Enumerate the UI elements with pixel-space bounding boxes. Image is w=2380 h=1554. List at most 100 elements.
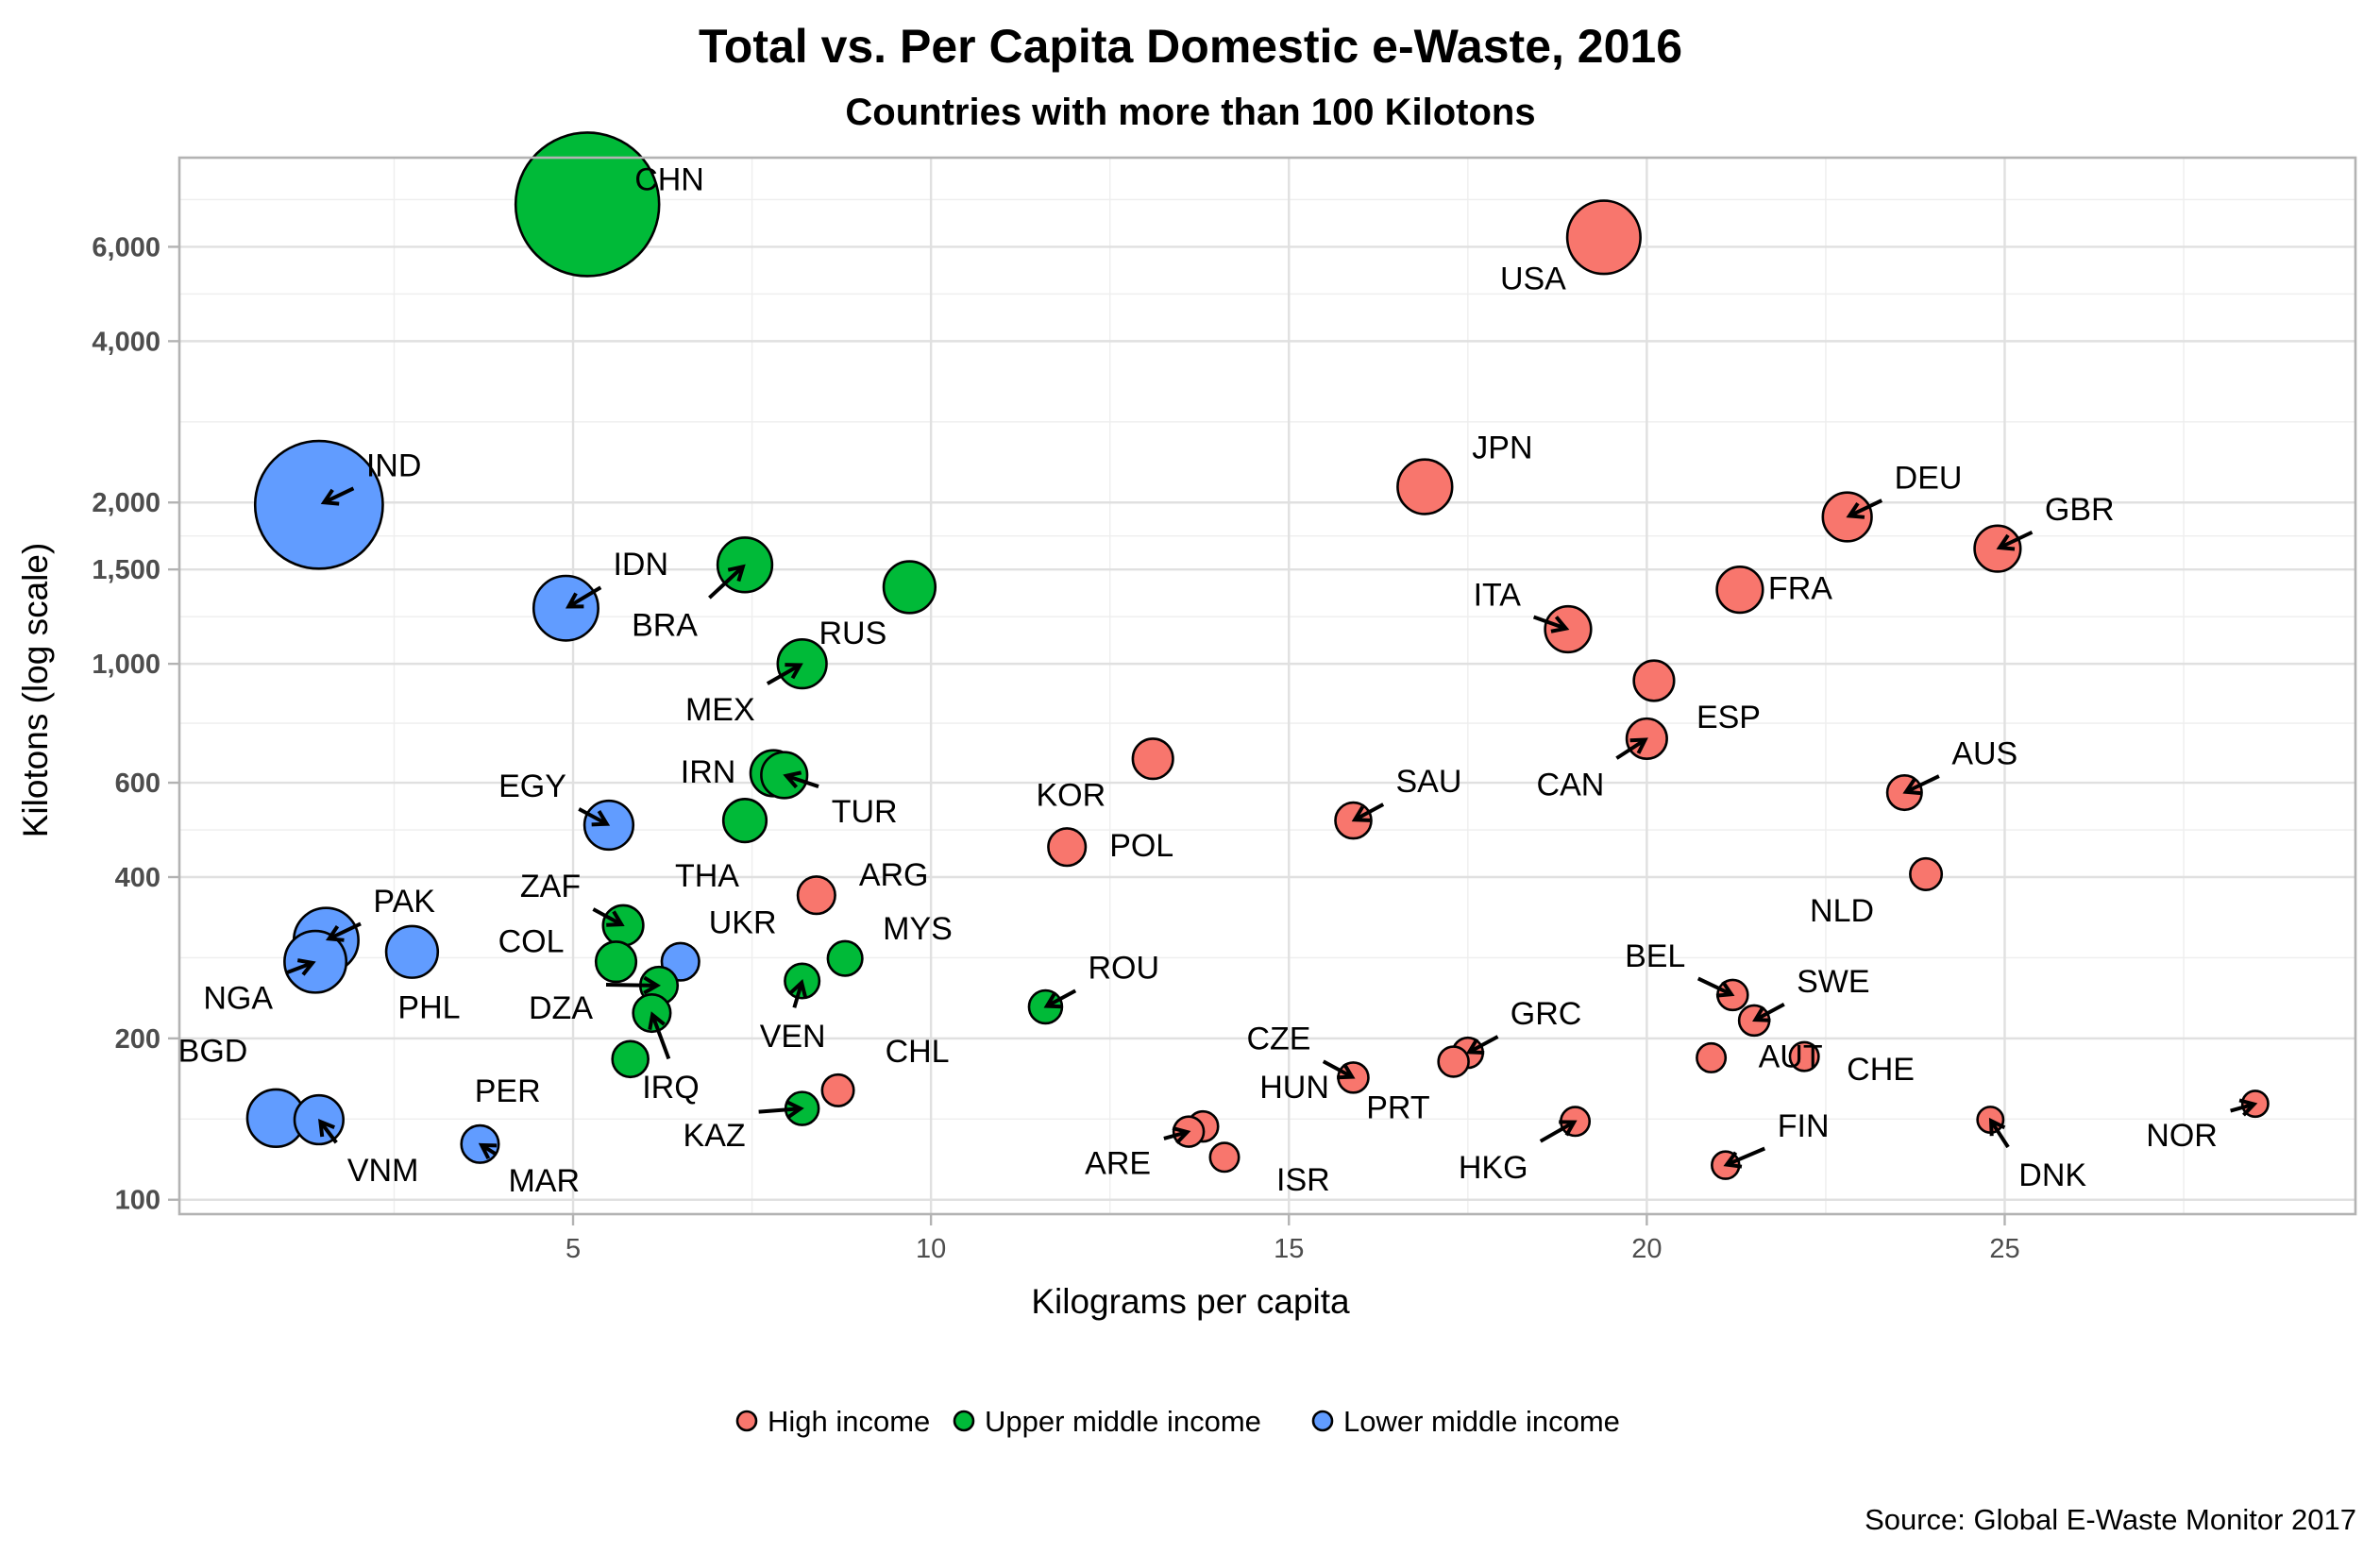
point-label-chn: CHN [634,161,704,197]
point-label-jpn: JPN [1472,431,1532,466]
leader-line-idn [567,585,602,609]
leader-line-mex [766,663,802,685]
point-label-rus: RUS [819,616,886,651]
x-tick-label: 5 [565,1234,581,1264]
point-label-mys: MYS [883,911,953,947]
legend-item: High income [735,1405,930,1438]
point-label-col: COL [498,924,565,960]
x-tick-label: 15 [1274,1234,1304,1264]
point-label-swe: SWE [1797,964,1869,1000]
bubble-pol[interactable] [1047,827,1088,868]
point-label-esp: ESP [1696,700,1761,735]
point-label-pol: POL [1109,828,1173,864]
point-label-are: ARE [1085,1146,1151,1182]
bubble-ind[interactable] [253,439,384,570]
point-label-tur: TUR [832,794,898,830]
point-label-isr: ISR [1276,1162,1330,1198]
point-label-tha: THA [675,858,739,894]
leader-line-fin [1726,1146,1766,1167]
legend-swatch [735,1410,758,1432]
point-label-grc: GRC [1511,996,1582,1032]
point-label-kaz: KAZ [684,1118,746,1154]
panel-border [177,156,2357,1216]
leader-line-egy [578,807,608,826]
bubble-aut[interactable] [1696,1041,1728,1073]
point-label-deu: DEU [1895,460,1963,496]
point-label-chl: CHL [886,1034,950,1070]
leader-line-dnk [1989,1120,2010,1149]
bubble-prt[interactable] [1437,1045,1470,1078]
bubble-arg[interactable] [796,875,836,916]
leader-line-are [1163,1130,1189,1140]
leader-line-rou [1046,988,1077,1008]
point-label-ven: VEN [760,1019,826,1055]
y-tick-label: 200 [115,1024,160,1055]
point-label-zaf: ZAF [520,869,581,904]
leader-line-irq [650,1014,671,1060]
arrowhead-icon [1465,1038,1485,1055]
bubble-isr[interactable] [1208,1141,1241,1174]
legend-item: Upper middle income [953,1405,1261,1438]
point-label-ind: IND [366,448,422,484]
chart-subtitle: Countries with more than 100 Kilotons [845,92,1535,133]
bubble-nld[interactable] [1909,856,1944,891]
y-tick-label: 400 [115,863,160,893]
bubble-fra[interactable] [1715,565,1764,615]
bubble-kor[interactable] [1131,737,1174,781]
leader-line-dza [605,982,658,988]
y-tick-label: 4,000 [92,327,160,357]
arrowhead-icon [1902,778,1922,796]
leader-line-gbr [1999,530,2034,549]
point-label-hun: HUN [1259,1070,1329,1106]
arrowhead-icon [2238,1098,2258,1117]
leader-line-cze [1322,1059,1354,1079]
arrowhead-icon [785,663,803,680]
arrowhead-icon [1337,1062,1356,1080]
arrowhead-icon [1752,1005,1771,1022]
point-label-rou: ROU [1088,950,1159,986]
point-label-bel: BEL [1625,938,1685,974]
bubble-phl[interactable] [384,924,440,979]
bubble-esp[interactable] [1632,659,1676,702]
bubble-chl[interactable] [820,1073,855,1107]
leader-line-bel [1696,976,1732,997]
point-label-pak: PAK [373,884,435,920]
bubble-usa[interactable] [1565,199,1642,276]
arrowhead-icon [325,924,345,942]
bubble-mys[interactable] [826,939,864,977]
leader-line-sau [1354,802,1385,821]
label-leaders [284,486,2258,1169]
point-label-mar: MAR [508,1163,580,1199]
legend-label: High income [768,1405,930,1438]
bubble-tha[interactable] [721,798,768,844]
arrowhead-icon [1043,991,1063,1009]
arrowhead-icon [783,770,802,789]
bubble-jpn[interactable] [1396,458,1454,515]
bubble-che[interactable] [1788,1040,1820,1073]
leader-line-pak [328,921,362,941]
bubble-per[interactable] [611,1039,650,1079]
leader-line-bra [708,565,745,600]
leader-line-deu [1848,498,1883,518]
leader-line-aus [1905,774,1940,794]
point-label-ukr: UKR [709,905,777,941]
y-tick-label: 2,000 [92,488,160,518]
legend-label: Upper middle income [985,1405,1261,1438]
arrowhead-icon [785,1100,804,1120]
point-label-nga: NGA [203,981,273,1017]
bubble-col[interactable] [594,940,638,984]
plot-area: CHN USA IND JPN DEU GBR BRA RUS FRA IDN ITA MEX ESP C… [178,131,2270,1199]
arrowhead-icon [478,1142,498,1160]
point-label-sau: SAU [1395,764,1461,800]
bubble-rus[interactable] [882,560,937,615]
leader-line-zaf [592,907,623,926]
point-label-nld: NLD [1810,893,1874,929]
bubble-chn[interactable] [514,131,661,278]
major-gridlines [179,158,2355,1214]
leader-line-kaz [758,1106,802,1114]
leader-line-tur [785,773,819,788]
point-label-che: CHE [1847,1052,1915,1088]
point-label-per: PER [475,1073,541,1109]
point-label-phl: PHL [397,989,460,1025]
arrowhead-icon [591,810,611,827]
